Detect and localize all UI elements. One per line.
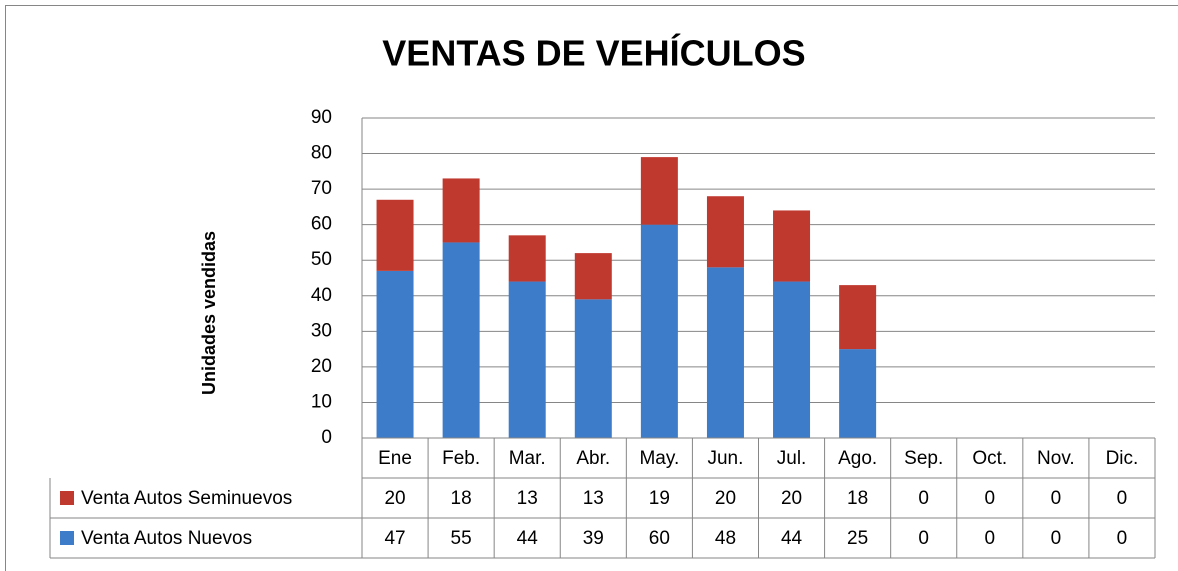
chart-title: VENTAS DE VEHÍCULOS: [382, 33, 805, 74]
bar-segment: [773, 281, 811, 438]
y-tick-label: 90: [311, 107, 332, 128]
legend-label: Venta Autos Seminuevos: [81, 488, 292, 509]
y-tick-label: 20: [311, 356, 332, 377]
table-value: 20: [384, 488, 405, 509]
y-tick-label: 70: [311, 178, 332, 199]
y-tick-label: 50: [311, 249, 332, 270]
x-tick-label: Feb.: [442, 448, 480, 469]
chart-border: [5, 5, 1178, 571]
table-value: 0: [1051, 488, 1062, 509]
y-tick-label: 60: [311, 214, 332, 235]
bar-segment: [442, 178, 480, 243]
x-tick-label: Jun.: [707, 448, 743, 469]
table-value: 60: [649, 528, 670, 549]
bar-segment: [376, 199, 414, 271]
bar-segment: [773, 210, 811, 282]
table-value: 47: [384, 528, 405, 549]
y-tick-label: 30: [311, 320, 332, 341]
y-tick-label: 80: [311, 143, 332, 164]
table-value: 44: [517, 528, 539, 549]
table-value: 0: [918, 488, 929, 509]
bar-segment: [640, 157, 678, 225]
legend-key: [60, 491, 74, 505]
bar-segment: [574, 253, 612, 300]
bar-segment: [508, 235, 546, 282]
table-value: 13: [583, 488, 604, 509]
table-value: 0: [985, 488, 996, 509]
y-tick-label: 40: [311, 285, 332, 306]
table-value: 19: [649, 488, 670, 509]
table-value: 20: [715, 488, 736, 509]
table-value: 18: [451, 488, 472, 509]
bar-segment: [442, 242, 480, 438]
x-tick-label: Ene: [378, 448, 412, 469]
x-tick-label: Mar.: [509, 448, 546, 469]
bar-segment: [508, 281, 546, 438]
table-value: 0: [1117, 528, 1128, 549]
y-tick-label: 10: [311, 391, 332, 412]
table-value: 44: [781, 528, 803, 549]
bar-segment: [640, 224, 678, 438]
bar-segment: [706, 267, 744, 438]
legend-key: [60, 531, 74, 545]
x-tick-label: Oct.: [972, 448, 1007, 469]
table-value: 18: [847, 488, 868, 509]
x-tick-label: Jul.: [777, 448, 807, 469]
table-value: 48: [715, 528, 736, 549]
table-value: 0: [1117, 488, 1128, 509]
table-value: 0: [1051, 528, 1062, 549]
table-value: 39: [583, 528, 604, 549]
bar-segment: [706, 196, 744, 268]
x-tick-label: Sep.: [904, 448, 943, 469]
bar-segment: [839, 285, 877, 350]
x-tick-label: May.: [639, 448, 679, 469]
bar-segment: [839, 349, 877, 438]
table-value: 20: [781, 488, 802, 509]
table-value: 0: [985, 528, 996, 549]
bar-segment: [574, 299, 612, 438]
legend-label: Venta Autos Nuevos: [81, 528, 252, 549]
bar-segment: [376, 270, 414, 438]
x-tick-label: Dic.: [1106, 448, 1139, 469]
table-value: 55: [451, 528, 472, 549]
x-tick-label: Ago.: [838, 448, 877, 469]
x-tick-label: Nov.: [1037, 448, 1075, 469]
table-value: 0: [918, 528, 929, 549]
y-tick-label: 0: [321, 427, 332, 448]
y-axis-label: Unidades vendidas: [199, 231, 219, 395]
x-tick-label: Abr.: [576, 448, 610, 469]
table-value: 13: [517, 488, 538, 509]
table-value: 25: [847, 528, 868, 549]
